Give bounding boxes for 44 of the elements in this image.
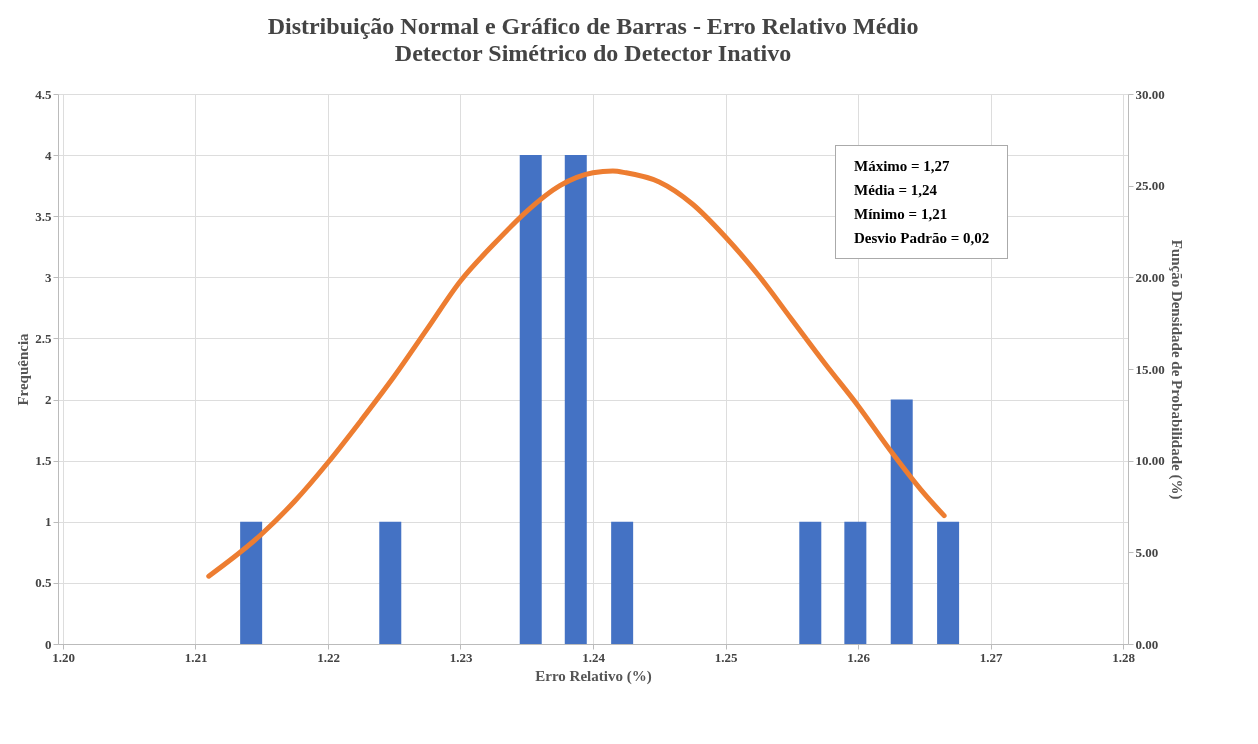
x-tick-label: 1.26 [847,649,871,665]
y-axis-title: Frequência [15,332,32,406]
chart-subtitle: Detector Simétrico do Detector Inativo [394,40,792,66]
y-tick-label: 2.5 [35,330,52,346]
x-tick-label: 1.22 [317,649,340,665]
x-tick-label: 1.28 [1112,649,1136,665]
y-tick-label: 2 [45,392,52,408]
x-tick-label: 1.27 [979,649,1003,665]
chart-title: Distribuição Normal e Gráfico de Barras - Erro Relativo Médio [267,13,919,39]
y2-tick-label: 25.00 [1135,178,1165,194]
y-tick-label: 4.5 [35,86,52,102]
bar [937,521,960,644]
y2-tick-label: 30.00 [1135,86,1165,102]
x-axis-title: Erro Relativo (%) [535,667,652,685]
bar [519,155,542,644]
y2-tick-label: 15.00 [1135,361,1165,377]
bar [240,521,263,644]
y-tick-label: 0 [45,636,52,652]
x-tick-label: 1.21 [184,649,208,665]
x-tick-label: 1.20 [52,649,75,665]
y-tick-label: 4 [45,147,52,163]
x-tick-label: 1.25 [714,649,738,665]
x-tick-label: 1.23 [449,649,473,665]
bar [564,155,587,644]
bar [611,521,634,644]
y-tick-label: 0.5 [35,575,52,591]
bar [379,521,402,644]
y2-tick-label: 0.00 [1135,636,1159,652]
y2-tick-label: 20.00 [1135,269,1165,285]
y2-axis-title: Função Densidade de Probabilidade (%) [1167,239,1185,500]
annotation: Mínimo = 1,21 [854,205,949,224]
y-tick-label: 1.5 [35,453,52,469]
y-tick-label: 1 [45,514,52,530]
x-tick-label: 1.24 [582,649,606,665]
y-tick-label: 3.5 [35,208,52,224]
bar [799,521,822,644]
bar [844,521,867,644]
bar [890,399,913,644]
annotation: Média = 1,24 [854,181,939,200]
annotation: Desvio Padrão = 0,02 [854,229,990,248]
y2-tick-label: 10.00 [1135,453,1165,469]
y2-tick-label: 5.00 [1135,544,1159,560]
y-tick-label: 3 [45,269,52,285]
annotation: Máximo = 1,27 [854,157,951,176]
